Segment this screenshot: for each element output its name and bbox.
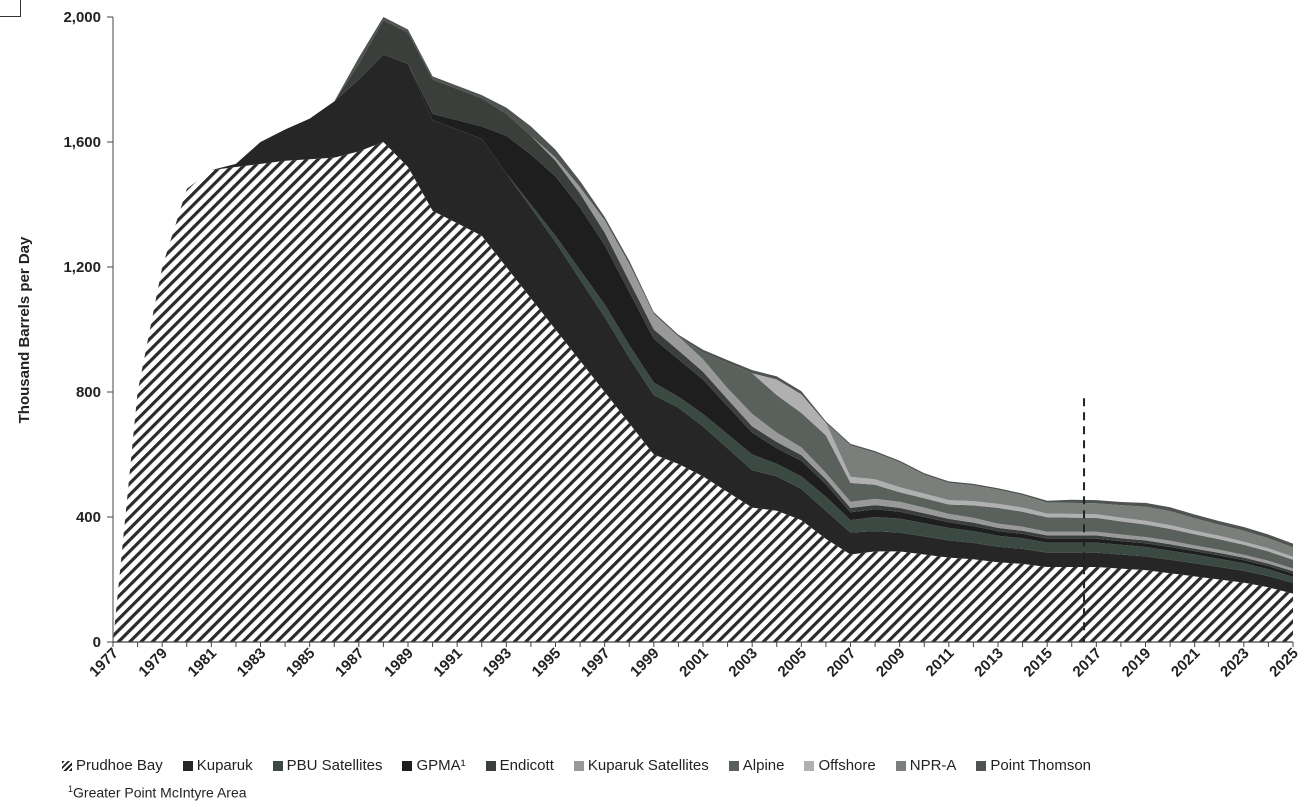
y-tick-label: 1,200 [63,259,101,276]
legend-label: Alpine [742,757,785,774]
x-tick-label: 1999 [627,645,663,681]
legend-item: NPR-A [895,757,957,774]
x-tick-label: 2003 [725,645,761,681]
x-tick-label: 2025 [1266,645,1302,681]
legend-swatch [573,760,584,771]
x-tick-label: 1997 [578,645,614,681]
x-tick-label: 1993 [480,645,516,681]
x-tick-label: 2019 [1119,645,1155,681]
legend-label: Kuparuk [196,757,253,774]
x-tick-label: 2017 [1070,645,1106,681]
x-tick-label: 1991 [430,645,466,681]
legend-label: Offshore [818,757,876,774]
legend-swatch [895,760,906,771]
y-tick-label: 2,000 [63,9,101,26]
legend-swatch [804,760,815,771]
x-tick-label: 1987 [332,645,368,681]
x-tick-label: 2005 [775,645,811,681]
footnote: 1Greater Point McIntyre Area [68,784,247,801]
legend-label: Prudhoe Bay [76,757,163,774]
y-tick-label: 1,600 [63,134,101,151]
legend-swatch [182,760,193,771]
x-tick-label: 1977 [86,645,122,681]
x-tick-label: 2013 [971,645,1007,681]
areas-layer [113,17,1293,643]
x-tick-label: 1995 [529,645,565,681]
x-tick-label: 2009 [873,645,909,681]
legend-swatch [272,760,283,771]
corner-box [0,0,21,17]
legend-item: Endicott [485,757,554,774]
y-tick-label: 800 [76,384,101,401]
footnote-marker: 1 [68,784,74,794]
legend-item: Alpine [728,757,785,774]
legend-item: PBU Satellites [272,757,383,774]
legend-swatch [728,760,739,771]
x-tick-label: 1983 [234,645,270,681]
x-tick-label: 2015 [1020,645,1056,681]
x-tick-label: 2021 [1168,645,1204,681]
x-tick-label: 1989 [381,645,417,681]
legend-label: PBU Satellites [286,757,383,774]
stacked-area-chart: 0 400 800 1,200 1,600 2,000 1977 1979 1981 1983 19… [16,9,1302,681]
x-tick-label: 2001 [676,645,712,681]
legend-swatch [485,760,496,771]
x-tick-label: 2023 [1217,645,1253,681]
legend-label: Kuparuk Satellites [587,757,709,774]
legend-item: Kuparuk [182,757,253,774]
footnote-text: Greater Point McIntyre Area [73,784,247,801]
y-tick-label: 0 [93,634,101,651]
y-axis-label: Thousand Barrels per Day [16,236,33,423]
legend-item: GPMA¹ [402,757,466,774]
x-tick-label: 2011 [923,645,958,680]
legend-label: GPMA¹ [416,757,466,774]
legend: Prudhoe Bay Kuparuk PBU Satellites GPMA¹ End… [62,757,1292,774]
legend-item: Prudhoe Bay [62,757,163,774]
x-tick-label: 1979 [135,645,171,681]
legend-item: Kuparuk Satellites [573,757,709,774]
legend-label: NPR-A [909,757,957,774]
legend-swatch [402,760,413,771]
legend-swatch [62,760,72,771]
legend-item: Offshore [804,757,876,774]
x-tick-label: 2007 [824,645,860,681]
legend-label: Endicott [499,757,554,774]
legend-item: Point Thomson [976,757,1091,774]
x-tick-label: 1981 [185,645,221,681]
legend-swatch [976,760,987,771]
y-tick-label: 400 [76,509,101,526]
x-tick-label: 1985 [283,645,319,681]
legend-label: Point Thomson [990,757,1092,774]
series-area-prudhoe-bay [113,142,1293,642]
